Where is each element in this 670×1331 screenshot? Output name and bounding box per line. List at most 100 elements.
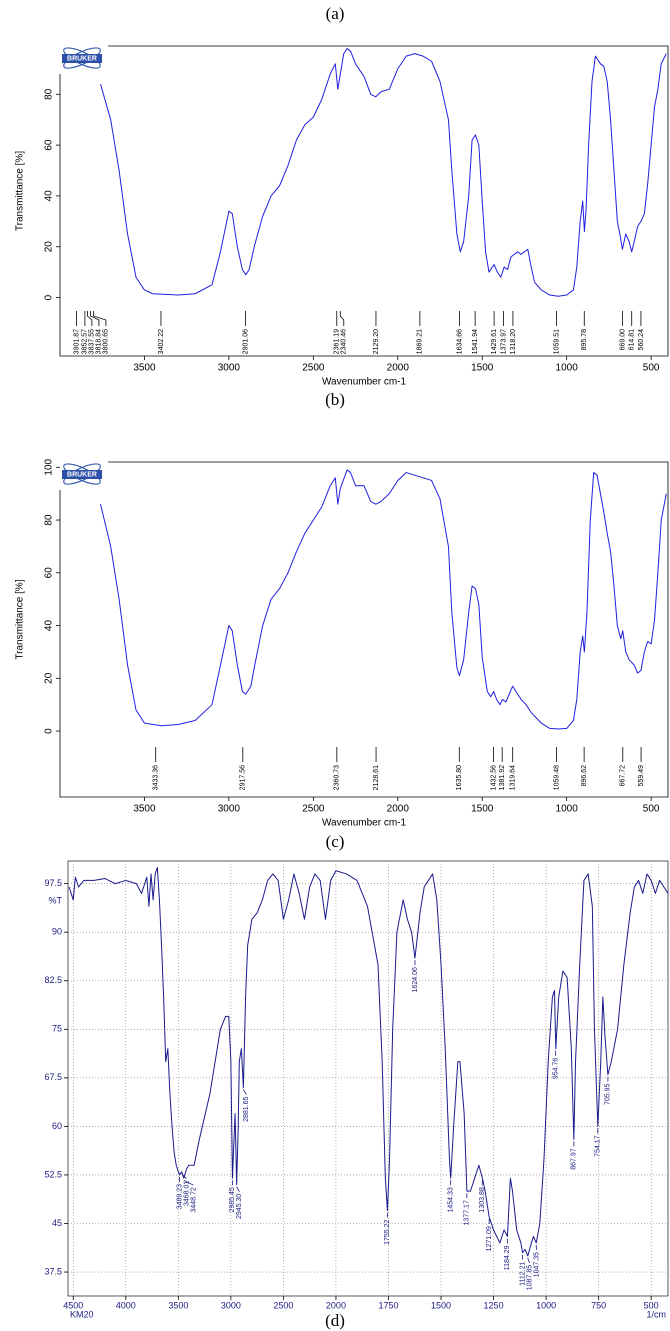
sample-label: KM20: [70, 1309, 94, 1319]
peak-label: 3837.55: [89, 329, 96, 354]
peak-marker: [90, 311, 100, 326]
y-tick-label: 60: [44, 567, 55, 579]
peak-label: 559.49: [638, 765, 645, 787]
peak-marker: [93, 311, 107, 326]
peak-label: 560.24: [638, 329, 645, 351]
x-tick-label: 1750: [378, 1300, 398, 1310]
peak-label: 2361.19: [334, 329, 341, 354]
x-axis-label: 1/cm: [646, 1309, 666, 1319]
peak-label: 1869.21: [417, 329, 424, 354]
x-tick-label: 500: [643, 804, 660, 815]
peak-label: 705.95: [605, 1084, 612, 1106]
x-tick-label: 2500: [302, 363, 325, 374]
peak-label: 895.78: [581, 329, 588, 351]
y-tick-label: 80: [44, 514, 55, 526]
y-tick-label: 20: [44, 672, 55, 684]
peak-label: 2945.30: [236, 1194, 243, 1219]
peak-marker: [181, 1173, 187, 1179]
peak-label: 3800.65: [103, 329, 110, 354]
spectrum-line: [68, 866, 669, 1257]
peak-label: 3852.57: [82, 329, 89, 354]
y-tick-label: 60: [44, 139, 55, 151]
peak-label: 2340.46: [341, 329, 348, 354]
x-tick-label: 3000: [218, 363, 241, 374]
panel-label: (d): [325, 1311, 345, 1330]
x-tick-label: 4500: [63, 1300, 83, 1310]
peak-label: 1429.61: [491, 329, 498, 354]
y-tick-label: 80: [44, 88, 55, 100]
peak-label: 669.00: [619, 329, 626, 351]
peak-label: 2129.20: [373, 329, 380, 354]
x-tick-label: 2000: [387, 804, 410, 815]
x-axis-label: Wavenumber cm-1: [322, 818, 407, 829]
peak-marker: [527, 1257, 530, 1264]
y-tick-label: 40: [44, 190, 55, 202]
peak-label: 896.62: [581, 765, 588, 787]
peak-label: 1303.88: [479, 1187, 486, 1212]
axis-frame: [59, 461, 669, 798]
peak-marker: [183, 1179, 194, 1186]
peak-label: 3901.87: [73, 329, 80, 354]
logo-box: [62, 54, 102, 63]
peak-label: 1318.20: [510, 329, 517, 354]
y-tick-label: 0: [44, 294, 55, 300]
y-tick-label: 37.5: [44, 1266, 62, 1276]
x-tick-label: 3500: [168, 1300, 188, 1310]
y-tick-label: 100: [44, 458, 55, 475]
x-axis-label: Wavenumber cm-1: [322, 377, 407, 388]
peak-label: 1184.29: [504, 1245, 511, 1270]
peak-label: 1112.21: [519, 1262, 526, 1286]
panel-label: (c): [326, 832, 345, 851]
peak-label: 3402.22: [158, 329, 165, 354]
peak-label: 1454.33: [447, 1187, 454, 1212]
x-tick-label: 1000: [556, 804, 579, 815]
x-tick-label: 1500: [471, 363, 494, 374]
x-tick-label: 1000: [536, 1300, 556, 1310]
x-tick-label: 1250: [484, 1300, 504, 1310]
peak-label: 1087.85: [526, 1265, 533, 1290]
axis-frame: [67, 860, 669, 1297]
peak-label: 2128.61: [373, 765, 380, 790]
peak-label: 1634.66: [456, 329, 463, 354]
spectrum-line: [100, 48, 667, 297]
x-tick-label: 750: [591, 1300, 606, 1310]
y-tick-label: 52.5: [44, 1169, 62, 1179]
y-axis-label: Transmittance [%]: [15, 579, 26, 659]
logo: BRUKER: [62, 47, 102, 69]
logo-orbit: [63, 47, 101, 69]
panel-label: (a): [326, 4, 345, 23]
x-tick-label: 1000: [556, 363, 579, 374]
peak-label: 1047.35: [533, 1252, 540, 1277]
x-tick-label: 2000: [387, 363, 410, 374]
peak-label: 954.76: [552, 1058, 559, 1080]
logo-text: BRUKER: [67, 56, 97, 63]
peak-label: 754.17: [595, 1135, 602, 1157]
logo-orbit: [63, 463, 101, 485]
peak-label: 3468.01: [183, 1181, 190, 1206]
x-tick-label: 2500: [302, 804, 325, 815]
peak-label: 2881.65: [243, 1096, 250, 1121]
peak-label: 1319.64: [510, 765, 517, 790]
y-tick-label: 20: [44, 241, 55, 253]
x-tick-label: 4000: [116, 1300, 136, 1310]
peak-label: 1624.06: [412, 967, 419, 992]
y-tick-label: 0: [44, 728, 55, 734]
peak-label: 1541.94: [472, 329, 479, 354]
peak-label: 2360.73: [334, 765, 341, 790]
peak-label: 1635.80: [456, 765, 463, 790]
y-axis-label: %T: [49, 895, 63, 905]
peak-label: 1059.51: [553, 329, 560, 354]
logo: BRUKER: [62, 463, 102, 485]
y-tick-label: 67.5: [44, 1072, 62, 1082]
peak-label: 867.97: [571, 1148, 578, 1170]
peak-marker: [339, 311, 345, 326]
peak-label: 3818.84: [96, 329, 103, 354]
peak-label: 3433.36: [153, 765, 160, 790]
x-tick-label: 1500: [431, 1300, 451, 1310]
peak-label: 1271.09: [486, 1226, 493, 1251]
logo-orbit: [63, 47, 101, 69]
x-tick-label: 3000: [221, 1300, 241, 1310]
logo-box: [62, 470, 102, 479]
peak-label: 1755.22: [384, 1219, 391, 1244]
y-tick-label: 97.5: [44, 878, 62, 888]
